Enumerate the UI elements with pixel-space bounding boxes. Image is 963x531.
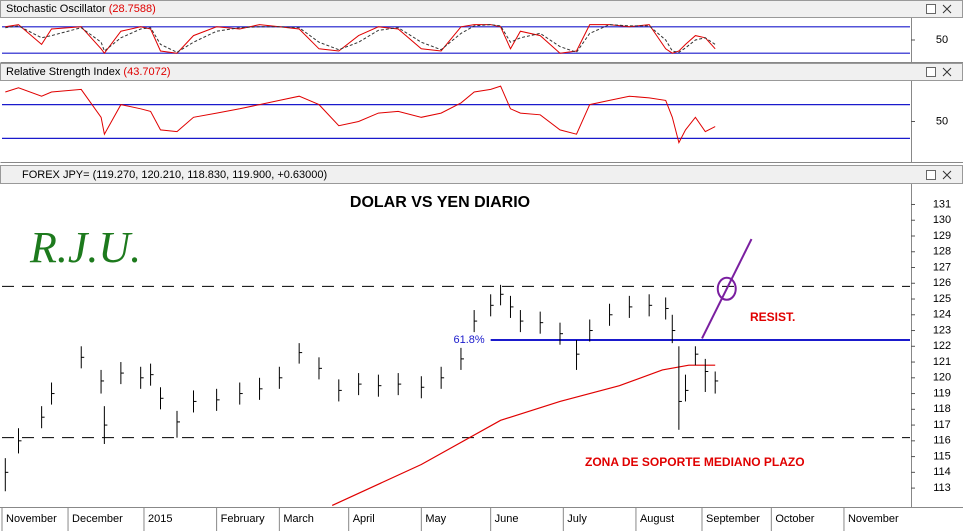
y-tick-label: 116 bbox=[933, 435, 951, 447]
panel-title: Relative Strength Index (43.7072) bbox=[6, 66, 171, 78]
projection-line bbox=[701, 238, 753, 339]
y-tick-label: 126 bbox=[933, 277, 951, 289]
projection-loop bbox=[716, 276, 737, 301]
y-tick-label: 114 bbox=[933, 466, 951, 478]
panel-title-value: (28.7588) bbox=[109, 3, 156, 15]
x-tick-label: 2015 bbox=[148, 513, 172, 525]
y-tick-label: 119 bbox=[933, 387, 951, 399]
maximize-button[interactable] bbox=[926, 67, 936, 77]
x-tick-label: May bbox=[425, 513, 446, 525]
support-label: ZONA DE SOPORTE MEDIANO PLAZO bbox=[585, 455, 805, 469]
y-tick-label: 129 bbox=[933, 230, 951, 242]
x-tick-label: April bbox=[353, 513, 375, 525]
moving-average bbox=[331, 364, 716, 506]
x-tick-label: March bbox=[283, 513, 314, 525]
x-tick-label: June bbox=[495, 513, 519, 525]
x-tick-label: December bbox=[72, 513, 123, 525]
series-line bbox=[5, 85, 716, 144]
y-tick-label: 50 bbox=[936, 115, 948, 127]
x-tick-label: July bbox=[567, 513, 587, 525]
panel-title-value: (43.7072) bbox=[123, 66, 170, 78]
x-tick-label: August bbox=[640, 513, 674, 525]
x-tick-label: November bbox=[6, 513, 57, 525]
header-buttons[interactable] bbox=[926, 4, 952, 180]
y-tick-label: 131 bbox=[933, 198, 951, 210]
x-tick-label: October bbox=[775, 513, 814, 525]
panel-title-text: Relative Strength Index bbox=[6, 66, 121, 78]
y-tick-label: 130 bbox=[933, 214, 951, 226]
x-tick-label: November bbox=[848, 513, 899, 525]
y-tick-label: 123 bbox=[933, 324, 951, 336]
series-line bbox=[5, 24, 716, 53]
y-tick-label: 120 bbox=[933, 372, 951, 384]
x-tick-label: February bbox=[221, 513, 266, 525]
y-tick-label: 124 bbox=[933, 309, 951, 321]
main-title: DOLAR VS YEN DIARIO bbox=[350, 194, 530, 211]
y-tick-label: 122 bbox=[933, 340, 951, 352]
fib-label: 61.8% bbox=[453, 334, 484, 346]
y-tick-label: 50 bbox=[936, 34, 948, 46]
maximize-button[interactable] bbox=[926, 170, 936, 180]
y-tick-label: 121 bbox=[933, 356, 951, 368]
panel-title: FOREX JPY= (119.270, 120.210, 118.830, 1… bbox=[22, 169, 327, 181]
y-tick-label: 117 bbox=[933, 419, 951, 431]
y-tick-label: 127 bbox=[933, 261, 951, 273]
x-tick-label: September bbox=[706, 513, 760, 525]
resist-label: RESIST. bbox=[750, 310, 795, 324]
series-line bbox=[5, 24, 716, 55]
logo: R.J.U. bbox=[29, 223, 141, 272]
close-button[interactable] bbox=[942, 4, 952, 14]
panel-title-text: Stochastic Oscillator bbox=[6, 3, 106, 15]
panel-title: Stochastic Oscillator (28.7588) bbox=[6, 3, 156, 15]
maximize-button[interactable] bbox=[926, 4, 936, 14]
y-tick-label: 125 bbox=[933, 293, 951, 305]
y-tick-label: 113 bbox=[933, 482, 951, 494]
y-tick-label: 115 bbox=[933, 450, 951, 462]
y-tick-label: 118 bbox=[933, 403, 951, 415]
y-tick-label: 128 bbox=[933, 246, 951, 258]
close-button[interactable] bbox=[942, 67, 952, 77]
close-button[interactable] bbox=[942, 170, 952, 180]
